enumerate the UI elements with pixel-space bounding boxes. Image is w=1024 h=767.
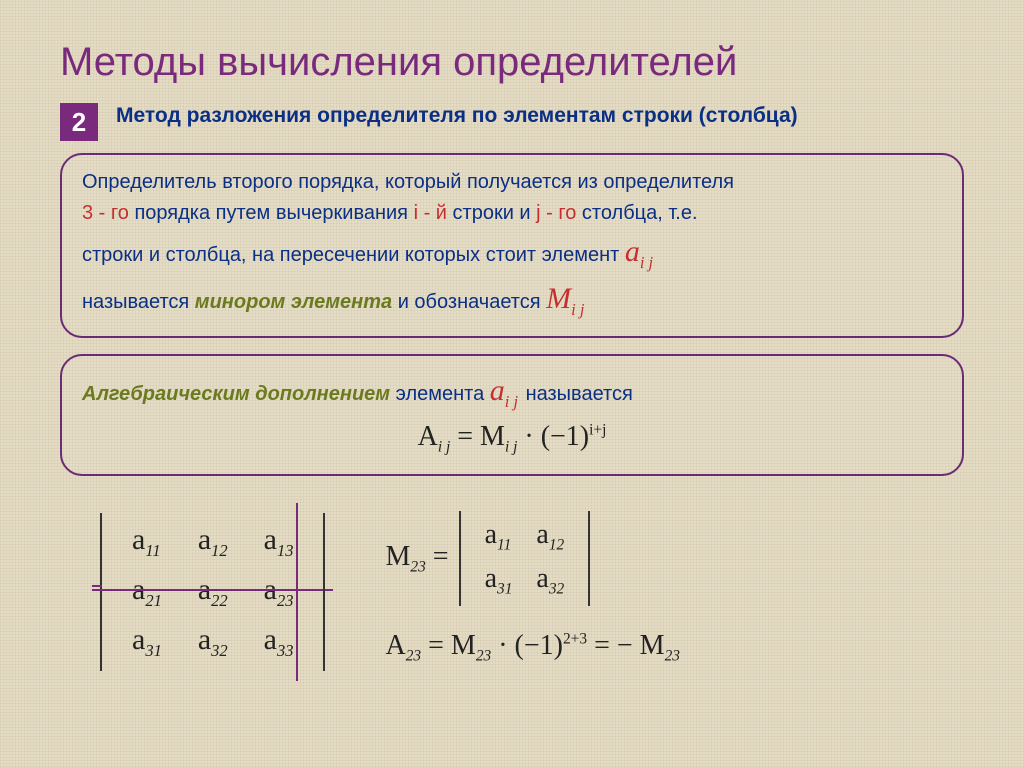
cell-sub: 31 xyxy=(145,641,162,660)
cell: a xyxy=(198,623,211,656)
cell-sub: 23 xyxy=(277,591,294,610)
definition-cofactor-box: Алгебраическим дополнением элемента ai j… xyxy=(60,354,964,476)
exponent: i+j xyxy=(589,421,606,438)
determinant-2x2: a11 a12 a31 a32 xyxy=(459,511,591,606)
cell: a xyxy=(536,563,548,594)
cell-sub: 13 xyxy=(277,541,294,560)
page-title: Методы вычисления определителей xyxy=(60,40,964,85)
text: Определитель второго порядка, который по… xyxy=(82,171,734,193)
definition-minor-box: Определитель второго порядка, который по… xyxy=(60,153,964,338)
example-row: a11 a12 a13 a21 a22 a23 a31 a32 a33 M23 … xyxy=(60,511,964,673)
highlighted-text: i - й xyxy=(414,202,447,224)
cofactor-formula: Ai j = Mi j · (−1)i+j xyxy=(82,421,942,457)
var-a-sub: i j xyxy=(505,392,518,411)
var-A: A xyxy=(418,421,438,452)
matrix-3x3: a11 a12 a13 a21 a22 a23 a31 a32 a33 xyxy=(114,517,311,667)
text: строки и столбца, на пересечении которых… xyxy=(82,244,625,266)
var-M: M xyxy=(385,541,410,572)
element-mij: Mi j xyxy=(546,282,584,315)
cell-sub: 21 xyxy=(145,591,162,610)
cell: a xyxy=(264,623,277,656)
cell-sub: 12 xyxy=(211,541,228,560)
cell: a xyxy=(485,519,497,550)
var-M-sub: 23 xyxy=(476,648,491,665)
var-a-sub: i j xyxy=(640,253,653,272)
element-aij: ai j xyxy=(625,235,653,268)
var-m-sub: i j xyxy=(571,300,584,319)
determinant-3x3: a11 a12 a13 a21 a22 a23 a31 a32 a33 xyxy=(100,511,325,673)
cell: a xyxy=(198,523,211,556)
minor-definition-text: Определитель второго порядка, который по… xyxy=(82,167,942,322)
cell: a xyxy=(536,519,548,550)
dot: · xyxy=(498,630,514,661)
highlighted-text: 3 - го xyxy=(82,202,129,224)
var-a: a xyxy=(490,374,505,407)
var-a: a xyxy=(625,235,640,268)
cell-sub: 31 xyxy=(497,580,512,597)
highlighted-text: j - го xyxy=(536,202,576,224)
var-A-sub: 23 xyxy=(406,648,421,665)
term-cofactor: Алгебраическим дополнением xyxy=(82,383,390,405)
cell-sub: 11 xyxy=(497,537,511,554)
text: порядка путем вычеркивания xyxy=(134,202,413,224)
base: (−1) xyxy=(515,630,563,661)
matrix-2x2: a11 a12 a31 a32 xyxy=(473,515,577,602)
strike-col-line xyxy=(296,503,298,681)
cofactor-definition-text: Алгебраическим дополнением элемента ai j… xyxy=(82,368,942,415)
equals-neg: = − xyxy=(594,630,633,661)
text: называется xyxy=(82,291,195,313)
var-M: M xyxy=(640,630,665,661)
var-M: M xyxy=(480,421,505,452)
cell: a xyxy=(132,523,145,556)
equals: = xyxy=(457,421,480,452)
cell-sub: 32 xyxy=(549,580,564,597)
cofactor-computation: A23 = M23 · (−1)2+3 = − M23 xyxy=(385,630,679,666)
equals: = xyxy=(433,541,449,572)
cell: a xyxy=(485,563,497,594)
dot: · xyxy=(524,421,540,452)
var-M: M xyxy=(451,630,476,661)
equals: = xyxy=(428,630,451,661)
element-aij: ai j xyxy=(490,374,526,407)
text: называется xyxy=(526,383,633,405)
cell-sub: 12 xyxy=(549,537,564,554)
var-M-sub: 23 xyxy=(665,648,680,665)
text: и обозначается xyxy=(398,291,546,313)
text: столбца, т.е. xyxy=(582,202,698,224)
var-M-sub: i j xyxy=(505,438,517,455)
method-header: 2 Метод разложения определителя по элеме… xyxy=(60,103,964,141)
var-A: A xyxy=(385,630,405,661)
method-number-badge: 2 xyxy=(60,103,98,141)
var-A-sub: i j xyxy=(438,438,450,455)
minor-equation: M23 = a11 a12 a31 a32 xyxy=(385,511,679,606)
cell-sub: 32 xyxy=(211,641,228,660)
base: (−1) xyxy=(541,421,589,452)
cell: a xyxy=(132,623,145,656)
text: элемента xyxy=(396,383,490,405)
text: строки и xyxy=(453,202,537,224)
cell: a xyxy=(264,523,277,556)
cell-sub: 11 xyxy=(145,541,160,560)
var-M-sub: 23 xyxy=(410,559,425,576)
exponent: 2+3 xyxy=(563,631,587,648)
method-title: Метод разложения определителя по элемент… xyxy=(116,103,798,129)
example-results: M23 = a11 a12 a31 a32 A23 = M xyxy=(385,511,679,666)
term-minor: минором элемента xyxy=(195,291,392,313)
cell-sub: 33 xyxy=(277,641,294,660)
var-m: M xyxy=(546,282,571,315)
cell-sub: 22 xyxy=(211,591,228,610)
